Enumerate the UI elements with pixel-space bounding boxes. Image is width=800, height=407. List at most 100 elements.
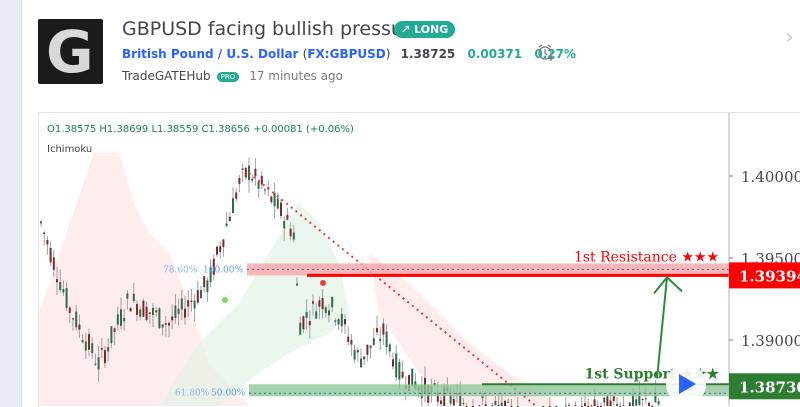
add-alert-icon[interactable]	[537, 44, 555, 62]
candle-body	[110, 326, 113, 344]
candle-body	[369, 345, 372, 349]
candle-body	[260, 175, 263, 185]
fib-label: 50.00%	[211, 388, 246, 398]
candle-body	[312, 301, 314, 304]
candle-body	[491, 405, 494, 407]
candle-body	[654, 392, 657, 403]
candle-body	[328, 310, 330, 316]
candle-body	[232, 198, 234, 214]
symbol-line: British Pound / U.S. Dollar (FX:GBPUSD) …	[122, 47, 576, 61]
candle-body	[452, 398, 455, 406]
candle-body	[609, 400, 612, 406]
candle-body	[331, 297, 334, 308]
candle-body	[398, 362, 401, 380]
candle-body	[244, 167, 247, 178]
candle-body	[440, 400, 442, 404]
candle-body	[273, 192, 276, 207]
candle-body	[142, 300, 145, 317]
candle-body	[177, 308, 180, 314]
candle-body	[46, 240, 49, 245]
candle-body	[104, 350, 106, 364]
symbol-code-link[interactable]: FX:GBPUSD	[307, 47, 386, 61]
candle-body	[635, 399, 638, 406]
candle-body	[641, 398, 644, 400]
candle-body	[59, 282, 62, 291]
candle-body	[401, 371, 404, 378]
indicator-label[interactable]: Ichimoku	[47, 144, 93, 155]
candle-body	[62, 289, 65, 293]
candle-body	[49, 248, 52, 263]
support-zone	[249, 384, 729, 397]
candle-body	[363, 356, 366, 360]
resistance-label: 1st Resistance ★★★	[574, 249, 719, 265]
resistance-price-tag	[729, 262, 800, 289]
candle-body	[270, 196, 273, 203]
candle-body	[180, 298, 183, 310]
candle-body	[603, 397, 606, 403]
candle-body	[593, 399, 596, 406]
candle-body	[388, 344, 391, 352]
candle-body	[126, 293, 129, 299]
symbol-price: 1.38725	[400, 47, 456, 61]
author-name-link[interactable]: TradeGATEHub	[122, 69, 211, 83]
play-icon	[679, 374, 696, 394]
candle-body	[321, 298, 324, 310]
candle-body	[382, 323, 385, 335]
candle-body	[366, 344, 369, 355]
candle-body	[139, 309, 142, 317]
candle-body	[120, 309, 122, 326]
candle-body	[155, 310, 158, 313]
idea-title: GBPUSD facing bullish pressure	[122, 18, 423, 40]
chart-panel[interactable]: O1.38575 H1.38699 L1.38559 C1.38656 +0.0…	[38, 112, 800, 407]
candle-body	[196, 290, 199, 303]
candle-body	[171, 316, 174, 321]
candle-body	[132, 293, 135, 302]
author-line: TradeGATEHub PRO 17 minutes ago	[122, 69, 343, 83]
candle-body	[433, 383, 436, 386]
candle-body	[616, 403, 618, 406]
candle-body	[612, 396, 615, 401]
support-price: 1.38730	[739, 378, 800, 396]
candle-body	[212, 258, 215, 275]
candle-body	[622, 405, 625, 407]
candle-body	[286, 214, 289, 220]
price-axis	[729, 113, 800, 406]
candle-body	[43, 232, 46, 235]
bearish-trendline	[248, 172, 537, 407]
candle-body	[107, 347, 110, 352]
candle-body	[184, 308, 186, 318]
candle-body	[395, 353, 398, 378]
candle-body	[657, 401, 660, 405]
candle-body	[113, 328, 116, 332]
candle-body	[78, 324, 81, 330]
candle-body	[222, 239, 225, 247]
candle-body	[411, 368, 414, 386]
long-badge: ↗ LONG	[394, 21, 456, 38]
candle-body	[56, 279, 58, 283]
candle-body	[462, 403, 465, 405]
chevron-right-icon[interactable]: ›	[785, 25, 794, 50]
ichimoku-cloud-bearish	[369, 253, 559, 406]
left-sidebar	[0, 0, 22, 407]
candle-body	[584, 403, 586, 406]
candle-body	[65, 288, 68, 309]
candle-body	[494, 400, 497, 405]
candle-body	[340, 313, 343, 327]
price-chart[interactable]: 100.00% 78.60% 1st Resistance ★★★ 50.00%61.…	[39, 113, 800, 407]
candle-body	[484, 404, 487, 406]
candle-body	[315, 311, 318, 319]
symbol-name-link[interactable]: British Pound / U.S. Dollar	[122, 47, 299, 61]
candle-body	[276, 198, 279, 209]
candle-body	[123, 317, 126, 322]
candle-body	[168, 322, 170, 326]
candle-body	[638, 392, 641, 406]
candle-body	[100, 347, 103, 350]
candle-body	[164, 323, 167, 325]
candle-body	[136, 304, 138, 315]
candle-body	[296, 283, 298, 286]
candle-body	[318, 300, 321, 307]
candle-body	[337, 319, 340, 325]
candle-body	[299, 322, 302, 335]
candle-body	[353, 350, 356, 360]
author-logo[interactable]: G	[38, 19, 103, 84]
